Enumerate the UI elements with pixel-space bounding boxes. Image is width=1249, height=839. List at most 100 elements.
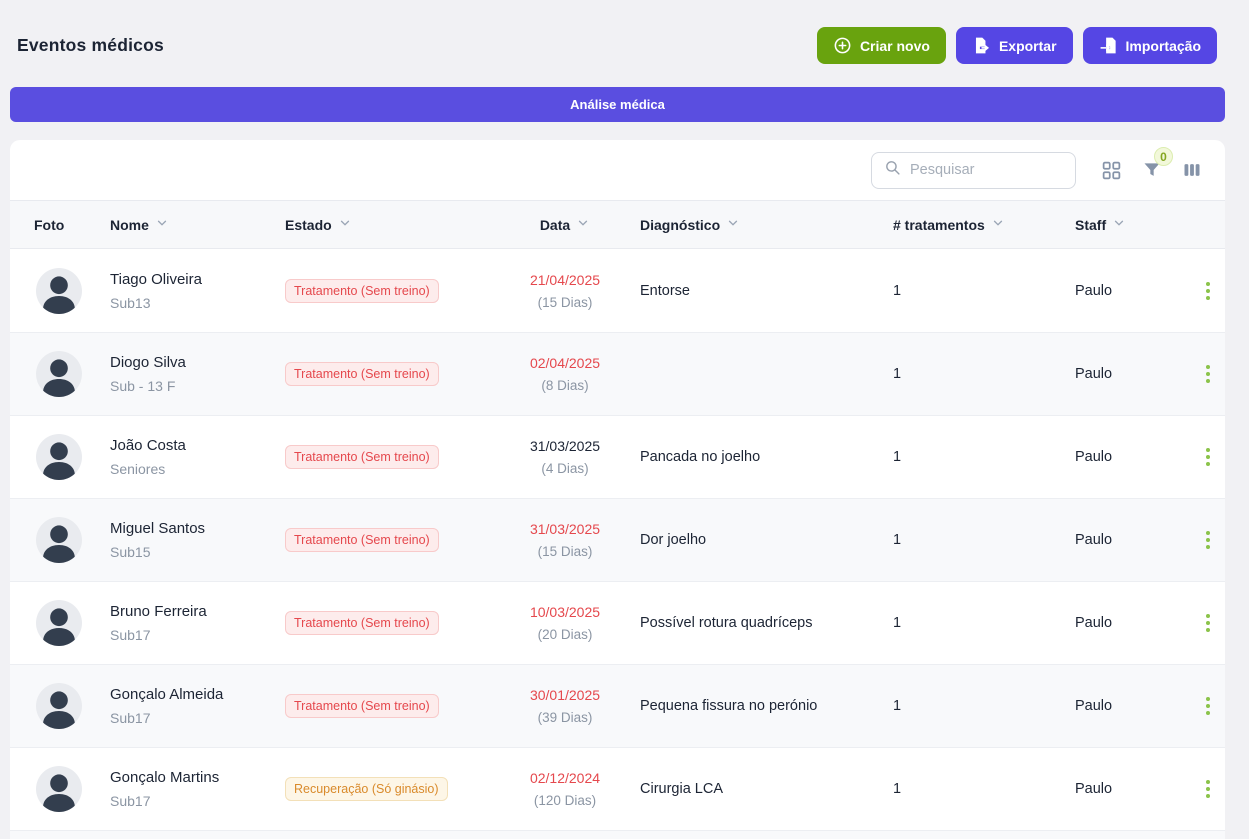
header-foto: Foto (34, 216, 65, 233)
table-row[interactable]: Diogo Silva Sub - 13 F Tratamento (Sem t… (10, 332, 1225, 415)
medical-analysis-label: Análise médica (570, 97, 665, 112)
status-badge: Tratamento (Sem treino) (285, 528, 439, 552)
chevron-down-icon (991, 216, 1005, 233)
table-row[interactable]: Bruno Ferreira Sub17 Tratamento (Sem tre… (10, 581, 1225, 664)
row-menu-button[interactable] (1190, 614, 1225, 632)
event-days: (15 Dias) (537, 544, 593, 559)
data-cell: 31/03/2025 (4 Dias) (490, 438, 640, 476)
foto-cell (10, 517, 110, 563)
treatments-count: 1 (893, 366, 902, 382)
row-menu-button[interactable] (1190, 281, 1225, 300)
table-toolbar: 0 (10, 140, 1225, 200)
search-icon (884, 159, 901, 181)
player-team: Sub17 (110, 627, 151, 643)
staff-name: Paulo (1075, 282, 1113, 299)
player-team: Sub - 13 F (110, 378, 176, 394)
estado-cell: Tratamento (Sem treino) (285, 528, 490, 552)
event-date: 02/04/2025 (529, 355, 601, 371)
table-row[interactable]: Miguel Santos Sub15 Tratamento (Sem trei… (10, 498, 1225, 581)
data-cell: 21/04/2025 (15 Dias) (490, 272, 640, 310)
header-data[interactable]: Data (490, 216, 640, 233)
table-header: Foto Nome Estado Data Diagnóstico # trat… (10, 200, 1225, 249)
treatments-count: 1 (893, 449, 902, 465)
treatments-count: 1 (893, 615, 902, 631)
player-name: Gonçalo Almeida (110, 686, 224, 703)
foto-cell (10, 766, 110, 812)
foto-cell (10, 600, 110, 646)
filter-icon[interactable]: 0 (1142, 147, 1173, 180)
medical-analysis-banner[interactable]: Análise médica (10, 87, 1225, 122)
row-menu-button[interactable] (1190, 780, 1225, 798)
data-cell: 30/01/2025 (39 Dias) (490, 687, 640, 725)
chevron-down-icon (338, 216, 352, 233)
avatar (36, 683, 82, 729)
player-name: Gonçalo Martins (110, 769, 220, 786)
diagnosis-text: Dor joelho (640, 532, 707, 548)
search-input[interactable] (910, 162, 1063, 178)
import-button[interactable]: Importação (1082, 27, 1217, 64)
page-title: Eventos médicos (17, 35, 164, 55)
data-cell: 10/03/2025 (20 Dias) (490, 604, 640, 642)
player-team: Sub15 (110, 544, 151, 560)
table-card: 0 Foto Nome Estado Data Diagnóstico # tr… (10, 140, 1225, 839)
staff-name: Paulo (1075, 532, 1113, 548)
header-diagnostico[interactable]: Diagnóstico (640, 216, 893, 233)
event-days: (15 Dias) (537, 294, 593, 310)
chevron-down-icon (726, 216, 740, 233)
player-name: Diogo Silva (110, 354, 186, 371)
estado-cell: Tratamento (Sem treino) (285, 278, 490, 303)
diagnosis-text: Possível rotura quadríceps (640, 615, 813, 631)
diagnosis-text: Entorse (640, 282, 690, 299)
event-days: (20 Dias) (537, 627, 593, 642)
header-staff[interactable]: Staff (1075, 216, 1190, 233)
row-menu-button[interactable] (1190, 697, 1225, 715)
table-row[interactable]: Gonçalo Almeida Sub17 Tratamento (Sem tr… (10, 664, 1225, 747)
status-badge: Tratamento (Sem treino) (285, 445, 439, 469)
foto-cell (10, 267, 110, 314)
data-cell: 02/04/2025 (8 Dias) (490, 355, 640, 393)
table-row[interactable]: Tiago Oliveira Sub13 Tratamento (Sem tre… (10, 249, 1225, 332)
staff-name: Paulo (1075, 698, 1113, 714)
player-team: Seniores (110, 461, 166, 477)
data-cell: 31/03/2025 (15 Dias) (490, 521, 640, 559)
table-row[interactable]: João Costa Seniores Tratamento (Sem trei… (10, 415, 1225, 498)
chevron-down-icon (155, 216, 169, 233)
estado-cell: Recuperação (Só ginásio) (285, 777, 490, 801)
row-menu-button[interactable] (1190, 531, 1225, 549)
create-new-button[interactable]: Criar novo (816, 27, 946, 64)
search-box[interactable] (871, 151, 1076, 189)
row-menu-button[interactable] (1190, 448, 1225, 466)
nome-cell: Miguel Santos Sub15 (110, 520, 285, 560)
diagnosis-text: Pequena fissura no perónio (640, 698, 818, 714)
event-date: 31/03/2025 (529, 521, 601, 537)
chevron-down-icon (1112, 216, 1126, 233)
estado-cell: Tratamento (Sem treino) (285, 445, 490, 469)
estado-cell: Tratamento (Sem treino) (285, 611, 490, 635)
nome-cell: Gonçalo Almeida Sub17 (110, 686, 285, 726)
header-tratamentos[interactable]: # tratamentos (893, 216, 1075, 233)
export-button[interactable]: Exportar (955, 27, 1073, 64)
header-nome[interactable]: Nome (110, 216, 285, 233)
event-days: (39 Dias) (537, 710, 593, 725)
action-buttons: Criar novo Exportar Importação (816, 27, 1217, 64)
row-menu-button[interactable] (1190, 365, 1225, 383)
grid-view-icon[interactable] (1101, 160, 1122, 181)
table-row[interactable]: Gonçalo Martins Sub17 Recuperação (Só gi… (10, 747, 1225, 830)
avatar (36, 434, 82, 480)
chevron-down-icon (576, 216, 590, 233)
event-date: 10/03/2025 (529, 604, 601, 620)
estado-cell: Tratamento (Sem treino) (285, 362, 490, 386)
diagnosis-text: Pancada no joelho (640, 449, 761, 465)
columns-icon[interactable] (1182, 160, 1202, 180)
avatar (36, 517, 82, 563)
player-team: Sub17 (110, 710, 151, 726)
header-estado[interactable]: Estado (285, 216, 490, 233)
treatments-count: 1 (893, 532, 902, 548)
export-icon (972, 36, 991, 55)
estado-cell: Tratamento (Sem treino) (285, 694, 490, 718)
staff-name: Paulo (1075, 615, 1113, 631)
foto-cell (10, 683, 110, 729)
nome-cell: Diogo Silva Sub - 13 F (110, 354, 285, 394)
nome-cell: Gonçalo Martins Sub17 (110, 769, 285, 809)
event-date: 30/01/2025 (529, 687, 601, 703)
